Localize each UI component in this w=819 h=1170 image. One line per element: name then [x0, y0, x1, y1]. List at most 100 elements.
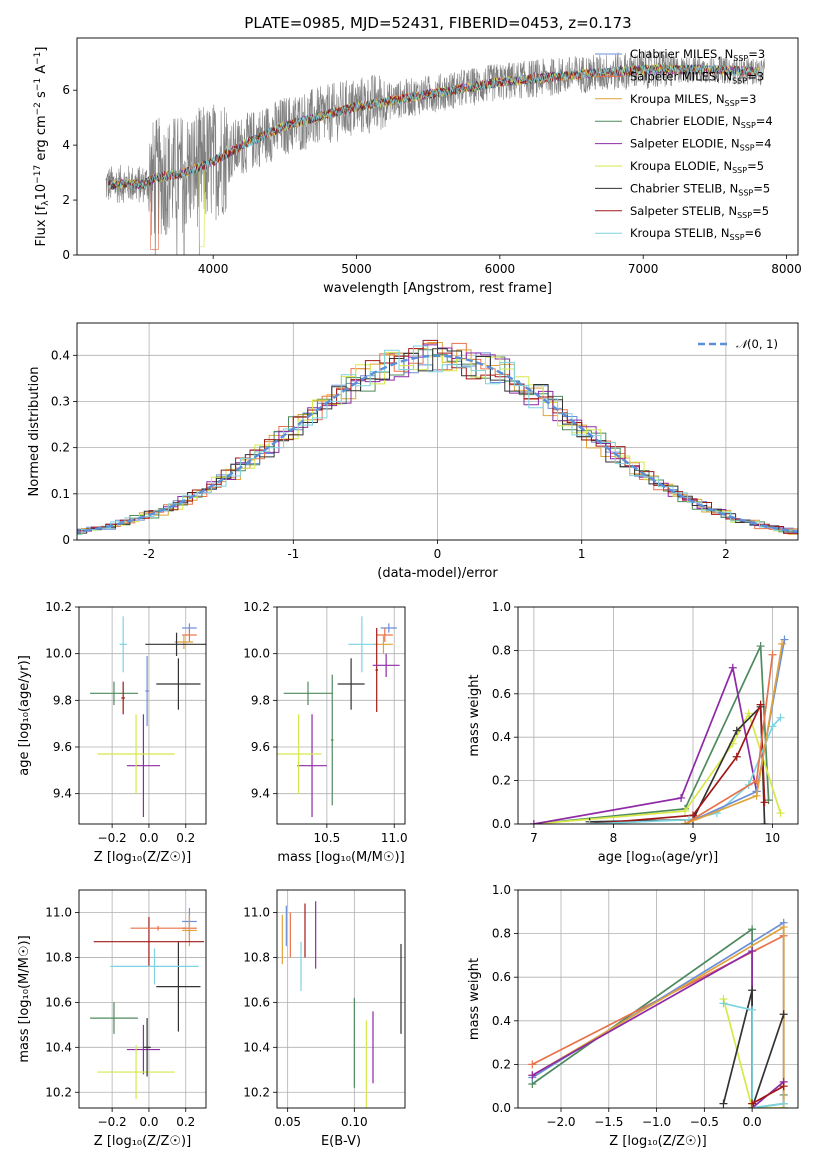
weight-marker: [677, 793, 686, 802]
y-tick-label: 10.2: [243, 1085, 270, 1099]
weight-marker: [719, 1099, 728, 1108]
y-axis-label: Normed distribution: [27, 367, 42, 497]
y-tick-label: 10.2: [45, 1085, 72, 1099]
x-tick-label: 10: [765, 831, 780, 845]
x-axis-label: E(B-V): [321, 1134, 361, 1149]
x-tick-label: 0.0: [139, 1115, 158, 1129]
weight-marker: [779, 1010, 788, 1019]
y-tick-label: 10.4: [45, 1040, 72, 1054]
weight-marker: [719, 999, 728, 1008]
panel-mass_vs_Z: −0.2 0.0 0.2 10.2 10.4 10.6 10.8 11.0 Z [log₁₀(Z…: [17, 889, 207, 1149]
y-tick-label: 10.8: [45, 950, 72, 964]
weight-line: [533, 664, 758, 824]
x-tick-label: 0.2: [176, 1115, 195, 1129]
x-tick-label: 4000: [198, 262, 229, 276]
x-axis-label: (data-model)/error: [377, 566, 498, 581]
x-tick-label: 0.0: [139, 831, 158, 845]
y-tick-label: 0.4: [51, 348, 70, 362]
legend-entry: Kroupa STELIB, NSSP=6: [630, 226, 761, 242]
x-axis-label: age [log₁₀(age/yr)]: [598, 850, 719, 865]
x-tick-label: 7000: [628, 262, 659, 276]
weight-line: [723, 1002, 784, 1108]
plot-area: [90, 907, 205, 1100]
panel-mass_weight_vs_age: 7 8 9 10 0.0 0.2 0.4 0.6 0.8 1.0 age [log₁₀(age/yr…: [467, 600, 799, 865]
y-tick-label: 10.6: [243, 995, 270, 1009]
y-tick-label: 9.8: [251, 693, 270, 707]
weight-marker: [528, 1071, 537, 1080]
weight-marker: [528, 1060, 537, 1069]
y-tick-label: 11.0: [243, 905, 270, 919]
legend-entry: Chabrier STELIB, NSSP=5: [630, 181, 770, 197]
y-tick-label: 0.2: [492, 774, 511, 788]
legend-entry: Chabrier MILES, NSSP=3: [630, 47, 765, 63]
panels: 4000 5000 6000 7000 8000 0 2 4 6 wavelength [Angs…: [17, 37, 802, 1149]
weight-marker: [732, 726, 741, 735]
axes-frame: [276, 606, 406, 825]
weight-marker: [768, 650, 777, 659]
weight-line: [722, 998, 784, 1108]
y-tick-label: 0.2: [51, 441, 70, 455]
x-tick-label: −1.0: [642, 1115, 671, 1129]
plot-area: [529, 635, 789, 824]
y-tick-label: 1.0: [492, 883, 511, 897]
y-tick-label: 0.6: [492, 970, 511, 984]
residual-histogram: [77, 351, 798, 535]
weight-marker: [748, 986, 757, 995]
plot-area: [77, 339, 798, 536]
weight-marker: [779, 1099, 788, 1108]
x-tick-label: −0.5: [690, 1115, 719, 1129]
panel-age_vs_mass: 10.5 11.0 9.4 9.6 9.8 10.0 10.2 mass [log₁₀(M/M…: [243, 600, 407, 865]
x-tick-label: 2: [722, 547, 730, 561]
weight-marker: [681, 806, 690, 815]
weight-marker: [748, 925, 757, 934]
y-axis-label: mass weight: [467, 958, 482, 1040]
x-tick-label: -2: [143, 547, 155, 561]
y-tick-label: 0: [62, 533, 70, 547]
x-axis-label: Z [log₁₀(Z/Z☉)]: [94, 1134, 191, 1149]
grid: [79, 606, 206, 824]
y-tick-label: 10.0: [45, 647, 72, 661]
x-tick-label: 0.2: [176, 831, 195, 845]
x-tick-label: 6000: [485, 262, 516, 276]
x-tick-label: 10.5: [313, 831, 340, 845]
data-spectrum-line: [105, 49, 765, 255]
x-tick-label: 7: [530, 831, 538, 845]
y-tick-label: 10.2: [243, 600, 270, 614]
x-axis-label: mass [log₁₀(M/M☉)]: [277, 850, 404, 865]
weight-marker: [681, 820, 690, 824]
axes-frame: [78, 606, 207, 825]
y-tick-label: 0.1: [51, 487, 70, 501]
weight-marker: [776, 713, 785, 722]
panel-age_vs_Z: −0.2 0.0 0.2 9.4 9.6 9.8 10.0 10.2 Z [log₁₀(Z/Z☉…: [17, 600, 207, 865]
x-tick-label: 11.0: [381, 831, 408, 845]
grid: [277, 606, 405, 824]
weight-marker: [778, 639, 787, 648]
weight-marker: [776, 809, 785, 818]
plot-area: [528, 918, 788, 1108]
y-tick-label: 0.4: [492, 730, 511, 744]
x-tick-label: 0.0: [743, 1115, 762, 1129]
x-axis-label: wavelength [Angstrom, rest frame]: [323, 281, 552, 296]
weight-marker: [748, 947, 757, 956]
weight-marker: [748, 1099, 757, 1108]
weight-marker: [764, 796, 773, 805]
y-tick-label: 2: [62, 193, 70, 207]
weight-marker: [529, 820, 538, 824]
x-tick-label: −1.5: [594, 1115, 623, 1129]
y-tick-label: 10.6: [45, 995, 72, 1009]
axes-frame: [76, 37, 799, 256]
weight-marker: [585, 820, 594, 824]
y-tick-label: 10.4: [243, 1040, 270, 1054]
y-tick-label: 0.0: [492, 1101, 511, 1115]
weight-line: [589, 717, 782, 824]
legend-entry: Chabrier ELODIE, NSSP=4: [630, 114, 773, 130]
x-tick-label: −0.2: [98, 831, 127, 845]
y-tick-label: 9.4: [251, 787, 270, 801]
weight-marker: [748, 1005, 757, 1014]
y-tick-label: 10.0: [243, 647, 270, 661]
x-tick-label: 0.10: [341, 1115, 368, 1129]
y-tick-label: 0.0: [492, 817, 511, 831]
grid: [79, 890, 206, 1108]
x-tick-label: 8: [610, 831, 618, 845]
